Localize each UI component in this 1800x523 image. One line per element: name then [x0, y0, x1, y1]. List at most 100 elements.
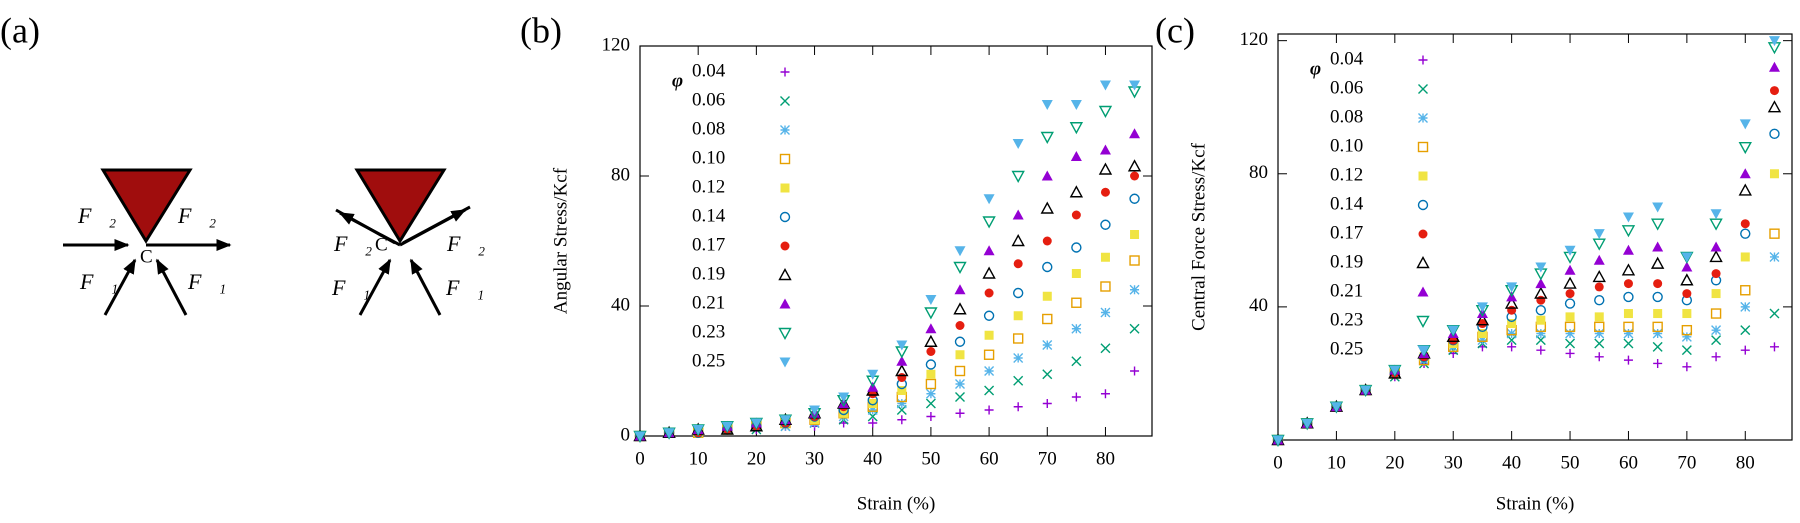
point: [1099, 80, 1111, 91]
point: [1623, 279, 1633, 289]
point: [1535, 305, 1547, 316]
point: [1769, 342, 1779, 352]
point: [1129, 255, 1140, 266]
legend-label: 0.12: [1330, 164, 1363, 185]
legend-marker: [1416, 315, 1430, 328]
point: [867, 369, 879, 380]
legend-marker: [779, 298, 791, 309]
point: [1652, 341, 1663, 352]
point: [1100, 343, 1111, 354]
point: [983, 349, 995, 360]
point: [1594, 282, 1604, 292]
point: [1098, 162, 1113, 175]
point: [926, 369, 936, 379]
legend-marker: [779, 357, 791, 368]
point: [954, 365, 966, 377]
point: [1071, 392, 1081, 402]
point: [1129, 284, 1140, 295]
point: [1041, 170, 1053, 181]
point: [1593, 254, 1605, 265]
point: [984, 385, 995, 396]
point: [1272, 435, 1284, 446]
point: [1012, 139, 1024, 149]
point: [1100, 252, 1110, 262]
x-tick-label: 50: [921, 448, 940, 469]
legend-marker: [1417, 345, 1429, 356]
point: [634, 431, 646, 442]
point: [1012, 209, 1024, 220]
legend-label: 0.08: [1330, 106, 1363, 127]
point: [1652, 328, 1663, 339]
point: [1711, 335, 1722, 346]
arrow: [103, 258, 137, 316]
point: [1769, 86, 1779, 96]
plot-frame: [1277, 33, 1793, 441]
point: [954, 284, 966, 295]
legend-label: 0.04: [1330, 48, 1364, 69]
point: [1040, 201, 1054, 214]
point: [1070, 151, 1082, 161]
legend-label: 0.23: [692, 321, 725, 342]
x-tick-label: 80: [1736, 452, 1755, 473]
arrow: [409, 258, 442, 316]
point: [1477, 319, 1487, 329]
point: [1042, 313, 1053, 325]
arrow: [358, 258, 392, 316]
point: [1711, 325, 1722, 336]
legend-marker: [1418, 171, 1428, 181]
panel-label: (b): [520, 10, 562, 50]
point: [983, 245, 995, 256]
point: [1071, 210, 1081, 220]
diagram-right: F⃗₂ F⃗₂ C F⃗₁ F⃗₁: [331, 168, 486, 316]
point: [1769, 251, 1780, 262]
point: [1070, 100, 1082, 110]
point: [1129, 80, 1141, 91]
point: [1130, 366, 1140, 376]
point: [953, 261, 967, 274]
point: [868, 418, 878, 428]
point: [1042, 261, 1053, 273]
legend-marker: [1418, 229, 1428, 239]
point: [1681, 252, 1693, 263]
x-tick-label: 10: [1327, 452, 1346, 473]
x-tick-label: 20: [1385, 452, 1404, 473]
point: [1100, 219, 1111, 230]
point: [924, 307, 938, 320]
point: [1622, 244, 1634, 255]
x-tick-label: 0: [1273, 452, 1283, 473]
point: [1012, 333, 1024, 344]
point: [924, 334, 938, 347]
y-axis-label: Central Force Stress/Kcf: [1188, 142, 1209, 331]
point: [1564, 298, 1576, 309]
legend-title: φ: [1310, 58, 1321, 79]
point: [868, 399, 878, 408]
point: [897, 415, 907, 425]
point: [1535, 262, 1547, 273]
point: [1622, 212, 1634, 223]
series: [1272, 36, 1780, 446]
point: [1681, 345, 1692, 356]
point: [1594, 321, 1605, 333]
point: [1100, 389, 1110, 399]
x-tick-label: 50: [1561, 452, 1580, 473]
series: [634, 128, 1141, 441]
point: [1623, 355, 1633, 365]
point: [1536, 315, 1546, 325]
series: [634, 193, 1140, 442]
point: [1740, 252, 1750, 262]
legend-marker: [1418, 84, 1428, 94]
legend-title: φ: [672, 70, 683, 91]
point: [721, 421, 733, 432]
point: [1389, 365, 1401, 376]
point: [1653, 309, 1663, 319]
legend-marker: [780, 125, 790, 135]
point: [1768, 36, 1780, 47]
point: [955, 392, 965, 402]
point: [1592, 238, 1606, 251]
point: [1041, 100, 1053, 110]
point: [1623, 328, 1634, 339]
legend-marker: [1417, 199, 1429, 211]
point: [1098, 105, 1113, 118]
point-label: C: [140, 246, 153, 267]
legend-label: 0.25: [692, 350, 725, 371]
